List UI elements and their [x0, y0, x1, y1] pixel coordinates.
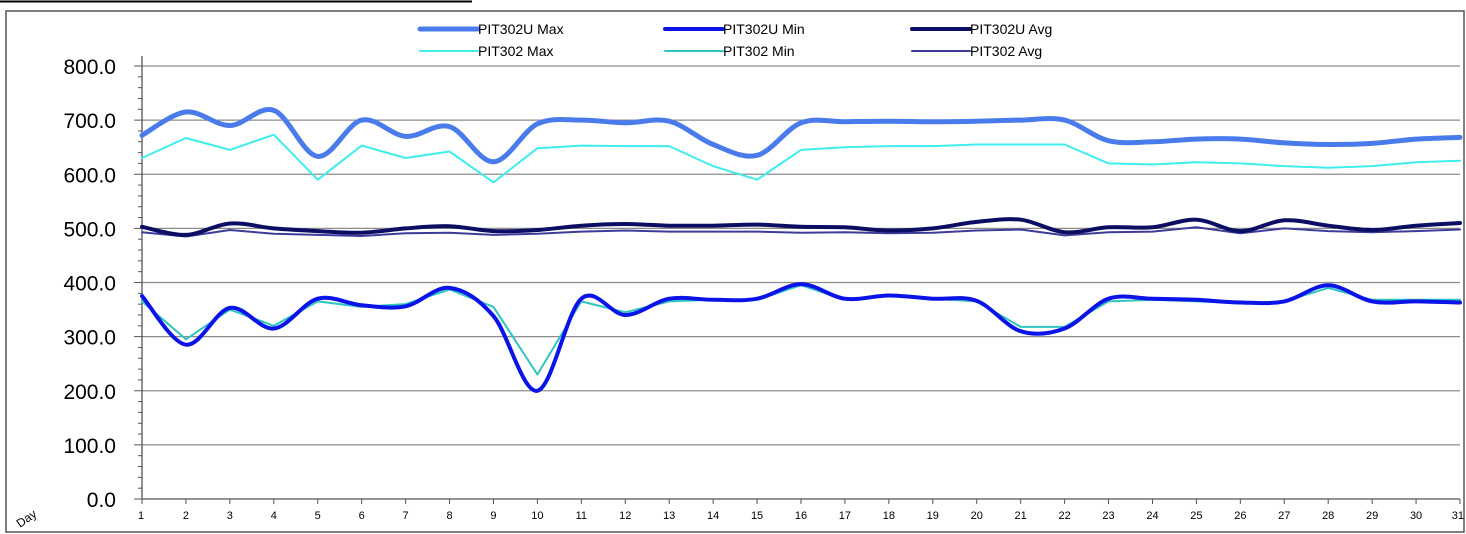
x-tick-label: 2: [183, 510, 189, 522]
x-tick-label: 19: [927, 510, 939, 522]
x-tick-label: 1: [138, 510, 144, 522]
x-tick-label: 12: [619, 510, 631, 522]
x-tick-label: 17: [839, 510, 851, 522]
x-tick-label: 16: [795, 510, 807, 522]
x-tick-label: 25: [1190, 510, 1202, 522]
series-line-pit302-avg: [141, 226, 1461, 238]
x-tick-label: 21: [1015, 510, 1027, 522]
x-tick-label: 26: [1234, 510, 1246, 522]
axes: [134, 56, 1461, 504]
legend-item-pit302u-avg: PIT302U Avg: [910, 21, 1052, 37]
y-tick-label: 0.0: [87, 489, 116, 512]
x-tick-label: 15: [751, 510, 763, 522]
x-tick-label: 18: [883, 510, 895, 522]
series-line-pit302u-avg: [140, 217, 1462, 237]
x-tick-label: 4: [271, 510, 277, 522]
series-line-pit302u-min: [140, 282, 1462, 393]
legend-label: PIT302 Max: [478, 43, 553, 59]
x-tick-label: 22: [1058, 510, 1070, 522]
x-tick-label: 11: [576, 510, 587, 522]
legend-label: PIT302U Min: [723, 21, 805, 37]
x-tick-label: 7: [403, 510, 409, 522]
x-tick-label: 8: [446, 510, 452, 522]
x-tick-label: 23: [1102, 510, 1114, 522]
x-tick-labels: 1 2 3 4 5 6 7 8 9 10 11 12 13 14 15 16 17 18 19 20 21 22 23 24 2…: [138, 510, 1464, 522]
legend-item-pit302u-min: PIT302U Min: [663, 21, 805, 37]
series-lines: [139, 107, 1463, 393]
y-tick-label: 700.0: [63, 110, 116, 133]
y-tick-label: 200.0: [63, 381, 116, 404]
x-tick-label: 6: [359, 510, 365, 522]
legend-item-pit302-avg: PIT302 Avg: [911, 43, 1042, 59]
legend-item-pit302-min: PIT302 Min: [664, 43, 795, 59]
legend-item-pit302u-max: PIT302U Max: [417, 21, 564, 37]
x-tick-label: 29: [1366, 510, 1378, 522]
x-tick-label: 20: [971, 510, 983, 522]
x-tick-label: 13: [663, 510, 675, 522]
x-tick-label: 27: [1278, 510, 1290, 522]
legend-label: PIT302U Avg: [970, 21, 1052, 37]
legend-item-pit302-max: PIT302 Max: [419, 43, 553, 59]
x-tick-label: 9: [490, 510, 496, 522]
y-tick-label: 300.0: [63, 327, 116, 350]
legend-label: PIT302U Max: [478, 21, 564, 37]
x-tick-label: 24: [1146, 510, 1158, 522]
legend-label: PIT302 Avg: [970, 43, 1042, 59]
x-tick-label: 10: [531, 510, 543, 522]
y-tick-label: 500.0: [63, 218, 116, 241]
series-line-pit302-max: [141, 133, 1461, 184]
x-tick-label: 28: [1322, 510, 1334, 522]
x-tick-label: 5: [315, 510, 321, 522]
y-tick-label: 800.0: [63, 56, 116, 79]
y-tick-labels: 0.0 100.0 200.0 300.0 400.0 500.0 600.0 700.0 80…: [63, 56, 116, 512]
x-tick-label: 30: [1410, 510, 1422, 522]
x-tick-label: 14: [707, 510, 719, 522]
y-tick-label: 100.0: [63, 435, 116, 458]
x-tick-label: 3: [227, 510, 233, 522]
legend: PIT302U Max PIT302U Min PIT302U Avg PIT302 …: [417, 21, 1052, 59]
series-line-pit302u-max: [139, 107, 1463, 165]
x-tick-label: 31: [1452, 510, 1464, 522]
chart-frame: [5, 10, 1465, 533]
y-tick-label: 600.0: [63, 164, 116, 187]
legend-label: PIT302 Min: [723, 43, 795, 59]
y-tick-label: 400.0: [63, 273, 116, 296]
